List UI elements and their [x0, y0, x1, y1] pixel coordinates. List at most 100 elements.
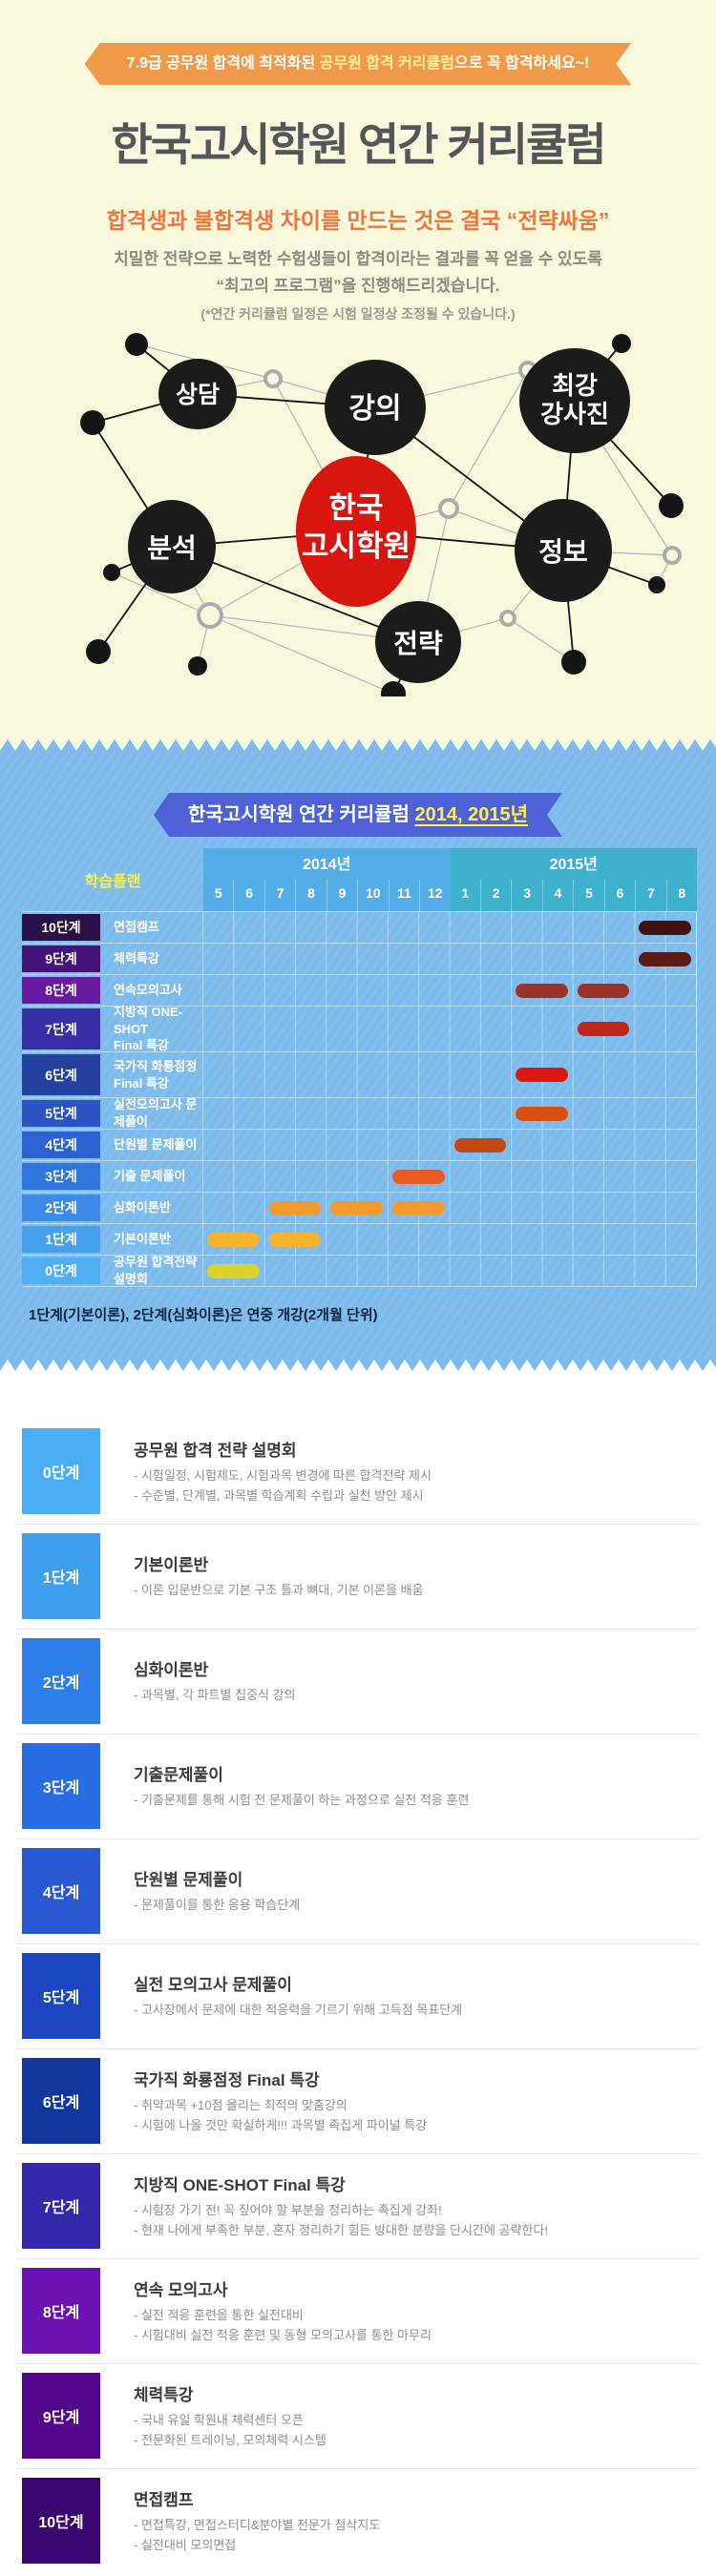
- stage-bullet: - 고사장에서 문제에 대한 적응력을 기르기 위해 고득점 목표단계: [134, 2003, 463, 2018]
- stage-badge: 3단계: [22, 1163, 100, 1190]
- gantt-row-label: 국가직 화룡점정 Final 특강: [114, 1058, 198, 1091]
- gantt-row-label: 공무원 합격전략 설명회: [114, 1255, 198, 1286]
- gantt-row-label: 연속모의고사: [114, 983, 182, 998]
- node-label-analysis: 분석: [147, 533, 197, 563]
- gantt-cells: [202, 1224, 697, 1255]
- stage-card-10: 10단계 면접캠프 - 면접특강, 면접스터디&분야별 전문가 첨삭지도 - 실…: [0, 2468, 716, 2573]
- schedule-bar: [268, 1232, 322, 1247]
- diagram-main-nodes: [128, 348, 630, 684]
- schedule-bar: [639, 951, 691, 966]
- stage-bullet: - 실전 적응 훈련을 통한 실전대비: [134, 2307, 304, 2322]
- stage-bullets: - 시험장 가기 전! 꼭 짚어야 할 부분을 정리하는 족집게 강좌! - 현…: [134, 2201, 548, 2241]
- month-label: 2: [479, 879, 511, 911]
- stage-bullet: - 시험일정, 시험제도, 시험과목 변경에 따른 합격전략 제시: [134, 1467, 432, 1483]
- gantt-cells: [202, 1052, 697, 1097]
- stage-badge: 1단계: [22, 1533, 100, 1619]
- gantt-row-label: 기출 문제풀이: [114, 1169, 186, 1184]
- node-center-academy: [296, 456, 416, 608]
- node-strategy: [375, 601, 461, 684]
- node-counseling: [158, 359, 237, 430]
- stage-bullets: - 취약과목 +10점 올리는 최적의 맞춤강의 - 시험에 나올 것만 확실하…: [134, 2096, 427, 2136]
- zigzag-bottom-border: [0, 1360, 716, 1371]
- stage-badge: 4단계: [22, 1848, 100, 1934]
- gantt-footnote: 1단계(기본이론), 2단계(심화이론)은 연중 개강(2개월 단위): [29, 1307, 378, 1323]
- stage-badge: 6단계: [22, 2058, 100, 2144]
- schedule-banner-text: 한국고시학원 연간 커리큘럼: [188, 804, 415, 825]
- node-label-strategy: 전략: [393, 629, 443, 658]
- gantt-row: 4단계 단원별 문제풀이: [22, 1129, 697, 1160]
- stage-bullet: - 과목별, 각 파트별 집중식 강의: [134, 1688, 296, 1703]
- gantt-cells: [202, 912, 697, 943]
- schedule-bar: [516, 1106, 568, 1121]
- gantt-cells: [202, 1161, 697, 1192]
- schedule-bar: [516, 1068, 568, 1082]
- stage-badge: 0단계: [22, 1428, 100, 1514]
- stage-bullets: - 시험일정, 시험제도, 시험과목 변경에 따른 합격전략 제시 - 수준별,…: [134, 1466, 432, 1506]
- stage-card-body: 체력특강 - 국내 유일 학원내 체력센터 오픈 - 전문화된 트레이닝, 모의…: [134, 2381, 326, 2451]
- stage-bullet: - 기출문제를 통해 시험 전 문제풀이 하는 과정으로 실전 적응 훈련: [134, 1793, 470, 1808]
- stage-card-body: 지방직 ONE-SHOT Final 특강 - 시험장 가기 전! 꼭 짚어야 …: [134, 2171, 548, 2241]
- gantt-row: 3단계 기출 문제풀이: [22, 1160, 697, 1192]
- stage-details-section: 0단계 공무원 합격 전략 설명회 - 시험일정, 시험제도, 시험과목 변경에…: [0, 1371, 716, 2576]
- node-label-counseling: 상담: [176, 382, 220, 408]
- schedule-bar: [639, 920, 691, 935]
- gantt-row-label: 지방직 ONE-SHOT Final 특강: [114, 1005, 182, 1053]
- gantt-cells: [202, 944, 697, 974]
- stage-bullet: - 취약과목 +10점 올리는 최적의 맞춤강의: [134, 2097, 347, 2112]
- gantt-row: 10단계 면접캠프: [22, 911, 697, 943]
- node-label-instructors-1: 최강: [552, 371, 598, 400]
- stage-card-body: 면접캠프 - 면접특강, 면접스터디&분야별 전문가 첨삭지도 - 실전대비 모…: [134, 2486, 380, 2556]
- month-label: 1: [461, 885, 470, 901]
- stage-bullet: - 면접특강, 면접스터디&분야별 전문가 첨삭지도: [134, 2517, 381, 2532]
- schedule-bar: [207, 1263, 260, 1278]
- gantt-row: 0단계 공무원 합격전략 설명회: [22, 1255, 697, 1286]
- stage-card-7: 7단계 지방직 ONE-SHOT Final 특강 - 시험장 가기 전! 꼭 …: [0, 2153, 716, 2258]
- month-label: 12: [419, 879, 450, 911]
- month-label: 7: [635, 879, 665, 911]
- stage-card-body: 기본이론반 - 이론 입문반으로 기본 구조 틀과 뼈대, 기본 이론을 배움: [134, 1551, 424, 1601]
- stage-bullet: - 전문화된 트레이닝, 모의체력 시스템: [134, 2432, 326, 2447]
- top-ribbon-banner: 7.9급 공무원 합격에 최적화된 공무원 합격 커리큘럼으로 꼭 합격하세요~…: [85, 43, 632, 85]
- month-label: 10: [357, 879, 388, 911]
- stage-card-5: 5단계 실전 모의고사 문제풀이 - 고사장에서 문제에 대한 적응력을 기르기…: [0, 1943, 716, 2048]
- gantt-cells: [202, 975, 697, 1006]
- stage-badge: 7단계: [22, 2163, 100, 2249]
- network-diagram: 상담 강의 최강 강사진 분석 정보 전략 한국 고시학원: [80, 333, 684, 697]
- node-label-instructors-2: 강사진: [540, 400, 609, 428]
- stage-badge: 0단계: [22, 1257, 100, 1284]
- gantt-row: 5단계 실전모의고사 문제풀이: [22, 1097, 697, 1129]
- stage-badge: 4단계: [22, 1132, 100, 1158]
- stage-title: 연속 모의고사: [134, 2280, 228, 2299]
- stage-title: 단원별 문제풀이: [134, 1871, 243, 1890]
- schedule-bar: [453, 1137, 507, 1153]
- month-label: 8: [295, 879, 326, 911]
- node-label-lecture: 강의: [348, 393, 401, 425]
- schedule-bar: [391, 1200, 445, 1215]
- stage-bullet: - 문제풀이를 통한 응용 학습단계: [134, 1898, 301, 1913]
- diagram-node-labels: 상담 강의 최강 강사진 분석 정보 전략 한국 고시학원: [147, 371, 609, 658]
- description-line-2: “최고의 프로그램”을 진행해드리겠습니다.: [216, 277, 500, 296]
- stage-bullet: - 국내 유일 학원내 체력센터 오픈: [134, 2412, 304, 2427]
- stage-badge: 9단계: [22, 2373, 100, 2459]
- gantt-row-label: 기본이론반: [114, 1232, 171, 1247]
- stage-badge: 2단계: [22, 1195, 100, 1221]
- year-group-2014: 2014년 5 6 7 8 9 10 11 12: [203, 848, 451, 911]
- gantt-row-label: 실전모의고사 문제풀이: [114, 1097, 198, 1129]
- node-information: [515, 499, 612, 603]
- schedule-bar: [391, 1169, 445, 1184]
- schedule-bar: [516, 983, 568, 998]
- stage-bullets: - 면접특강, 면접스터디&분야별 전문가 첨삭지도 - 실전대비 모의면접: [134, 2516, 380, 2556]
- center-label-line-1: 한국: [328, 491, 383, 525]
- schedule-banner-wrap: 한국고시학원 연간 커리큘럼 2014, 2015년: [0, 751, 716, 837]
- gantt-cells: [202, 1007, 697, 1051]
- stage-bullet: - 시험대비 실전 적응 훈련 및 동형 모의고사를 통한 마무리: [134, 2327, 432, 2342]
- node-instructors: [519, 348, 630, 454]
- stage-badge: 10단계: [22, 2478, 100, 2564]
- stage-bullet: - 수준별, 단계별, 과목별 학습계획 수립과 실천 방안 제시: [134, 1487, 424, 1503]
- schedule-banner-years: 2014, 2015년: [414, 804, 528, 825]
- month-label: 4: [541, 879, 573, 911]
- stage-card-6: 6단계 국가직 화룡점정 Final 특강 - 취약과목 +10점 올리는 최적…: [0, 2048, 716, 2153]
- center-label-line-2: 고시학원: [302, 530, 411, 563]
